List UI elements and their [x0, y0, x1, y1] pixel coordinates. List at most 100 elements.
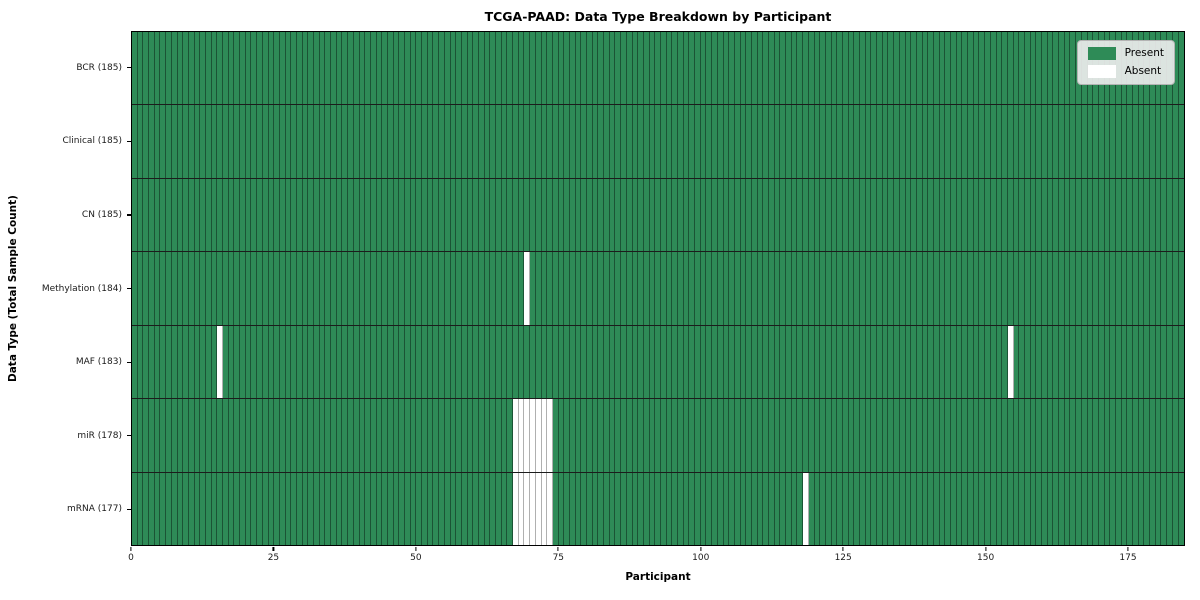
heatmap-cell [638, 325, 644, 399]
heatmap-cell [149, 325, 155, 399]
heatmap-cell [387, 325, 394, 399]
heatmap-cell [945, 252, 951, 325]
heatmap-cell [888, 325, 895, 399]
heatmap-cell [416, 178, 423, 252]
heatmap-cell [968, 32, 974, 105]
heatmap-cell [268, 325, 275, 399]
heatmap-cell [643, 325, 650, 399]
heatmap-cell [376, 32, 383, 105]
heatmap-cell [1024, 472, 1031, 545]
heatmap-cell [558, 399, 565, 472]
heatmap-cell [200, 325, 206, 399]
heatmap-cell [132, 178, 138, 252]
heatmap-cell [200, 32, 206, 105]
heatmap-cell [359, 325, 366, 399]
heatmap-cell [433, 105, 440, 178]
heatmap-cell [860, 178, 866, 252]
heatmap-cell [621, 32, 627, 105]
heatmap-cell [228, 252, 235, 325]
heatmap-cell [507, 325, 514, 399]
heatmap-cell [615, 178, 622, 252]
heatmap-cell [285, 325, 292, 399]
heatmap-cell [205, 472, 212, 545]
heatmap-cell [325, 472, 332, 545]
heatmap-cell [1133, 399, 1139, 472]
heatmap-cell [598, 399, 605, 472]
heatmap-cell [399, 105, 405, 178]
heatmap-cell [1087, 472, 1094, 545]
heatmap-cell [615, 252, 622, 325]
heatmap-cell [342, 472, 349, 545]
heatmap-cell [251, 399, 258, 472]
heatmap-cell [956, 105, 963, 178]
heatmap-cell [194, 32, 201, 105]
heatmap-cell [1053, 32, 1060, 105]
heatmap-cell [467, 105, 474, 178]
heatmap-cell [854, 472, 860, 545]
heatmap-cell [956, 252, 963, 325]
heatmap-cell [552, 472, 559, 545]
x-tick-label: 175 [1119, 553, 1137, 563]
heatmap-cell [501, 325, 508, 399]
heatmap-cell [757, 399, 764, 472]
heatmap-cell [933, 105, 940, 178]
heatmap-cell [700, 178, 707, 252]
heatmap-cell [660, 105, 667, 178]
heatmap-cell [336, 325, 343, 399]
heatmap-cell [1047, 399, 1054, 472]
heatmap-cell [211, 252, 218, 325]
heatmap-cell [780, 472, 787, 545]
heatmap-cell [348, 178, 354, 252]
heatmap-cell [1138, 399, 1145, 472]
heatmap-cell [848, 472, 855, 545]
heatmap-cell [979, 472, 986, 545]
heatmap-cell [393, 252, 400, 325]
heatmap-cell [1178, 252, 1184, 325]
heatmap-cell [905, 399, 912, 472]
heatmap-cell [757, 178, 764, 252]
heatmap-cell [154, 105, 161, 178]
heatmap-cell [672, 472, 678, 545]
heatmap-cell [587, 325, 593, 399]
heatmap-cell [262, 472, 269, 545]
heatmap-cell [734, 105, 741, 178]
heatmap-cell [348, 399, 354, 472]
heatmap-cell [871, 399, 878, 472]
heatmap-cell [973, 472, 980, 545]
heatmap-cell [490, 105, 496, 178]
heatmap-cell [1002, 252, 1008, 325]
heatmap-cell [968, 178, 974, 252]
heatmap-cell [939, 178, 946, 252]
heatmap-cell [501, 399, 508, 472]
heatmap-cell [410, 472, 417, 545]
heatmap-cell [791, 105, 798, 178]
heatmap-cell [604, 472, 610, 545]
heatmap-cell [962, 105, 969, 178]
heatmap-cell [1047, 105, 1054, 178]
heatmap-cell [382, 472, 388, 545]
heatmap-cell [450, 105, 457, 178]
heatmap-cell [928, 472, 934, 545]
heatmap-cell [183, 472, 189, 545]
heatmap-cell [666, 178, 673, 252]
heatmap-cell [1115, 399, 1122, 472]
heatmap-cell [717, 105, 724, 178]
heatmap-cell [569, 105, 576, 178]
heatmap-cell [211, 399, 218, 472]
heatmap-cell [143, 105, 150, 178]
heatmap-cell [1178, 105, 1184, 178]
heatmap-cell [188, 32, 195, 105]
heatmap-cell [632, 325, 639, 399]
heatmap-cell [484, 472, 491, 545]
heatmap-cell [1155, 325, 1162, 399]
heatmap-cell [399, 472, 405, 545]
heatmap-cell [683, 32, 690, 105]
heatmap-cell [154, 325, 161, 399]
heatmap-cell [132, 399, 138, 472]
heatmap-cell [518, 178, 525, 252]
heatmap-cell [188, 325, 195, 399]
heatmap-cell [820, 472, 826, 545]
heatmap-cell [552, 178, 559, 252]
heatmap-cell [211, 178, 218, 252]
heatmap-cell [1007, 252, 1014, 325]
